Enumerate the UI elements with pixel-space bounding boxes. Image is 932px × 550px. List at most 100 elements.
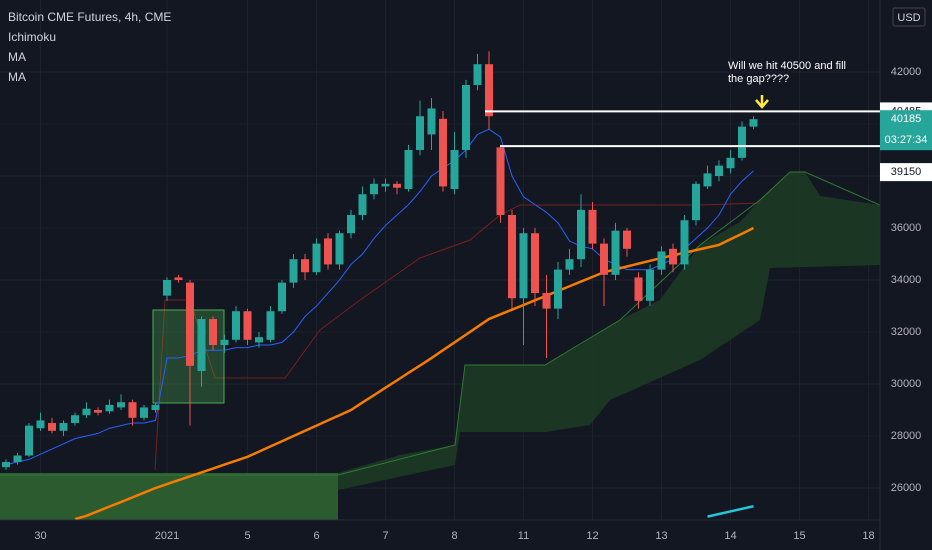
candle-body <box>462 85 470 151</box>
y-tick-label: 36000 <box>891 222 922 234</box>
x-tick-label: 13 <box>655 530 667 542</box>
legend-entry: MA <box>8 50 26 64</box>
candle-body <box>105 404 114 412</box>
candle-body <box>439 118 447 187</box>
price-label-box <box>880 163 932 182</box>
overlay-line <box>707 505 754 518</box>
y-tick-label: 32000 <box>891 326 922 338</box>
annotation: Will we hit 40500 and fill the gap???? <box>728 60 847 85</box>
candle-body <box>496 147 505 216</box>
candle-body <box>404 150 413 190</box>
candle-body <box>657 251 666 270</box>
y-tick-label: 28000 <box>891 430 922 442</box>
legend-entry: MA <box>8 70 26 84</box>
candle-body <box>381 183 390 187</box>
x-tick-label: 7 <box>382 530 388 542</box>
candle-body <box>13 455 22 463</box>
ichimoku-line <box>0 171 880 476</box>
candle-body <box>347 215 355 234</box>
candle-body <box>554 269 562 309</box>
y-tick-label: 26000 <box>891 482 922 494</box>
last-price-box <box>880 110 932 151</box>
candle-body <box>600 243 608 275</box>
candle-body <box>82 408 91 416</box>
candle-body <box>335 233 344 265</box>
candle-body <box>151 404 160 411</box>
candle-body <box>128 402 137 418</box>
candle-body <box>427 108 436 135</box>
candle-body <box>163 280 171 296</box>
ichimoku-line <box>154 202 761 471</box>
candle-body <box>749 119 758 127</box>
candle-body <box>634 277 643 301</box>
x-tick-label: 6 <box>313 530 319 542</box>
x-tick-label: 2021 <box>155 530 179 542</box>
candle-body <box>278 282 286 312</box>
candle-body <box>358 194 367 216</box>
candle-body <box>542 293 551 309</box>
candle-body <box>25 425 33 456</box>
candle-body <box>450 150 459 190</box>
y-tick-label: 34000 <box>891 274 922 286</box>
candle-body <box>48 423 56 431</box>
last-price: 40185 <box>891 113 922 125</box>
candle-body <box>94 410 102 413</box>
candle-body <box>531 233 539 294</box>
ichimoku-cloud <box>0 171 880 520</box>
candle-body <box>71 415 79 424</box>
chart-title: Bitcoin CME Futures, 4h, CME <box>8 10 171 24</box>
candle-body <box>197 319 206 372</box>
candle-body <box>312 243 321 273</box>
currency-box <box>892 7 926 27</box>
countdown: 03:27:34 <box>885 134 928 146</box>
candle-body <box>565 259 574 270</box>
y-tick-label: 30000 <box>891 378 922 390</box>
legend-entry: Ichimoku <box>8 30 56 44</box>
candle-body <box>289 259 298 283</box>
candle-body <box>669 248 677 265</box>
x-tick-label: 18 <box>862 530 874 542</box>
candle-body <box>623 230 631 249</box>
candle-body <box>370 183 378 195</box>
candle-body <box>485 64 493 117</box>
candle-body <box>140 407 148 418</box>
price-label: 39150 <box>891 166 922 178</box>
x-tick-label: 14 <box>724 530 736 542</box>
x-tick-label: 11 <box>518 530 529 542</box>
overlay-line <box>5 128 754 466</box>
candle-body <box>59 423 68 431</box>
candle-body <box>266 311 275 340</box>
candle-body <box>726 157 735 169</box>
arrow <box>755 95 769 109</box>
candle-body <box>611 230 620 275</box>
candle-body <box>416 116 424 151</box>
y-tick-label: 42000 <box>891 66 922 78</box>
candle-body <box>393 183 401 188</box>
x-tick-label: 8 <box>451 530 457 542</box>
candle-body <box>220 339 229 346</box>
candle-body <box>174 277 183 281</box>
currency: USD <box>897 12 920 24</box>
overlay-line <box>74 226 755 520</box>
candle-body <box>508 215 516 299</box>
candle-body <box>577 209 585 260</box>
candle-body <box>255 337 263 343</box>
candle-body <box>692 183 700 221</box>
candle-body <box>715 165 723 177</box>
x-tick-label: 15 <box>793 530 805 542</box>
candle-body <box>588 209 597 244</box>
candle-body <box>738 126 746 158</box>
cloud-light <box>0 473 338 520</box>
candle-body <box>301 259 309 273</box>
candle-body <box>473 64 482 86</box>
candle-body <box>646 269 654 301</box>
candle-body <box>2 462 10 468</box>
candle-body <box>703 173 712 187</box>
candle-body <box>209 319 217 346</box>
cloud <box>0 172 880 520</box>
x-tick-label: 30 <box>34 530 46 542</box>
candle-body <box>519 233 528 299</box>
candle-body <box>680 220 689 265</box>
